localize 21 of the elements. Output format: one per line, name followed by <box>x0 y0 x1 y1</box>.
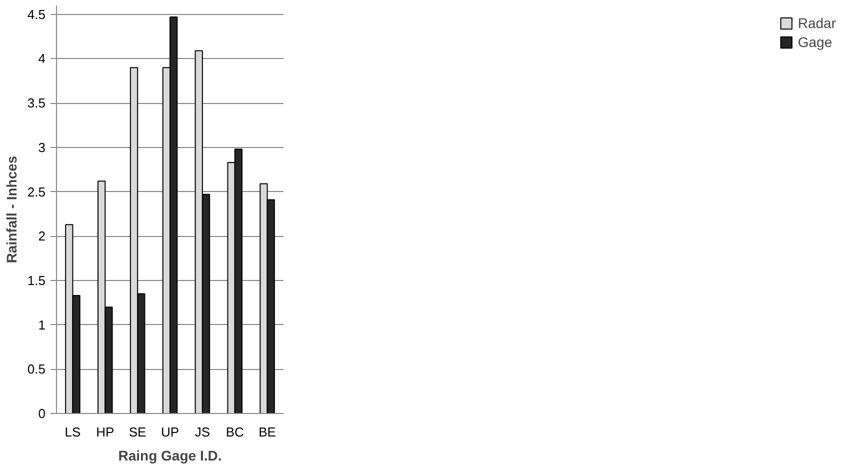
y-tick-label: 1 <box>38 317 46 332</box>
x-tick-label: BE <box>258 424 276 440</box>
x-tick-label: SE <box>128 424 147 440</box>
y-tick-label: 4 <box>38 51 46 66</box>
x-tick-label: BC <box>226 424 244 440</box>
y-tick-label: 0 <box>38 406 46 421</box>
x-tick-label: JS <box>194 424 210 440</box>
y-tick-label: 3.5 <box>27 96 46 111</box>
y-tick-label: 2.5 <box>27 184 46 200</box>
x-tick-label: UP <box>160 424 180 440</box>
x-tick-label: HP <box>96 424 114 440</box>
y-tick-label: 4.5 <box>27 6 46 22</box>
legend-label: Gage <box>798 34 832 50</box>
legend-label: Radar <box>798 15 836 31</box>
x-tick-label: LS <box>64 424 81 440</box>
y-axis-title: Rainfall - Inhces <box>3 156 20 264</box>
y-tick-label: 1.5 <box>27 272 46 288</box>
y-tick-label: 2 <box>38 228 46 244</box>
y-tick-label: 0.5 <box>27 362 46 377</box>
y-tick-label: 3 <box>38 140 46 155</box>
x-axis-title: Raing Gage I.D. <box>118 448 222 464</box>
